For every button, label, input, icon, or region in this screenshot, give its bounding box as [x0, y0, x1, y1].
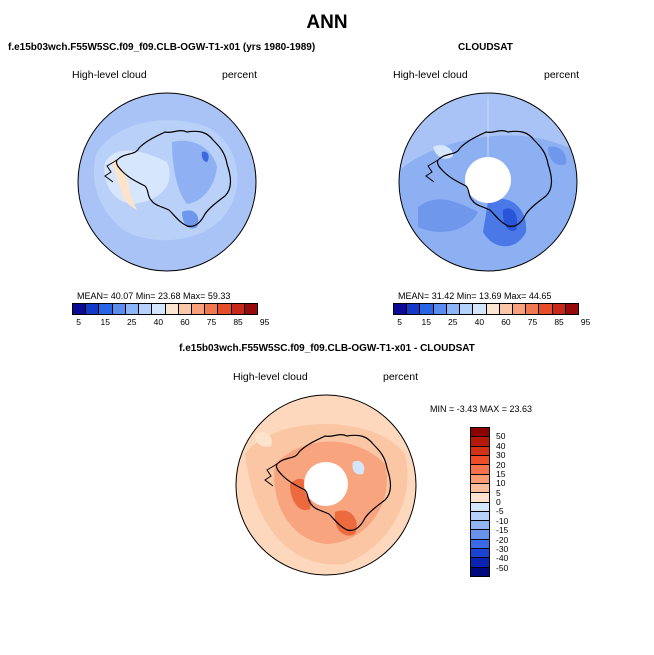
obs-colorbar-label: 40 — [474, 317, 485, 327]
model-colorbar-swatch — [218, 304, 232, 314]
model-colorbar: 5 15 25 40 60 75 85 95 — [72, 303, 269, 327]
diff-colorbar-swatch — [471, 558, 489, 568]
diff-stats: MIN = -3.43 MAX = 23.63 — [430, 404, 533, 414]
diff-colorbar-swatch — [471, 549, 489, 559]
obs-stats: MEAN= 31.42 Min= 13.69 Max= 44.65 — [398, 291, 552, 301]
diff-map — [235, 394, 417, 576]
model-colorbar-swatch — [205, 304, 219, 314]
obs-colorbar-swatch — [565, 304, 579, 314]
diff-colorbar-swatch — [471, 446, 489, 456]
model-map — [77, 92, 257, 272]
model-colorbar-swatch — [244, 304, 258, 314]
diff-colorbar-swatch — [471, 567, 489, 576]
obs-colorbar-label: 25 — [448, 317, 458, 327]
obs-colorbar-label: 85 — [554, 317, 564, 327]
model-panel-header: f.e15b03wch.F55W5SC.f09_f09.CLB-OGW-T1-x… — [8, 42, 316, 53]
model-units-label: percent — [222, 69, 258, 81]
model-colorbar-label: 40 — [153, 317, 164, 327]
diff-colorbar-label: -10 — [496, 515, 509, 526]
obs-colorbar-label: 15 — [421, 317, 431, 327]
model-colorbar-label: 75 — [206, 317, 217, 327]
diff-colorbar-label: -40 — [496, 553, 509, 564]
diff-colorbar-label: -20 — [496, 534, 509, 545]
obs-colorbar-label: 75 — [527, 317, 538, 327]
model-colorbar-swatch — [125, 304, 140, 314]
obs-colorbar-swatch — [420, 304, 434, 314]
model-colorbar-swatch — [139, 304, 153, 314]
obs-variable-label: High-level cloud — [393, 69, 468, 81]
diff-colorbar-swatch — [471, 474, 489, 484]
model-stats: MEAN= 40.07 Min= 23.68 Max= 59.33 — [77, 291, 231, 301]
model-colorbar-swatch — [191, 304, 206, 314]
diff-panel-header: f.e15b03wch.F55W5SC.f09_f09.CLB-OGW-T1-x… — [179, 343, 475, 354]
diff-colorbar-swatch — [471, 428, 489, 438]
diff-colorbar-label: 40 — [496, 440, 506, 451]
diff-colorbar-label: 50 — [496, 431, 506, 442]
diff-units-label: percent — [383, 371, 419, 383]
obs-colorbar-swatch — [460, 304, 474, 314]
obs-colorbar-swatch — [473, 304, 487, 314]
diff-colorbar-label: 10 — [496, 478, 506, 489]
obs-units-label: percent — [544, 69, 580, 81]
model-colorbar-swatch — [165, 304, 179, 314]
obs-colorbar-swatch — [512, 304, 527, 314]
diff-colorbar-swatch — [471, 530, 489, 540]
obs-colorbar-swatch — [539, 304, 553, 314]
diff-colorbar-swatch — [471, 437, 489, 447]
diff-colorbar-label: -30 — [496, 543, 509, 554]
diff-colorbar-swatch — [471, 455, 489, 466]
diff-colorbar-label: 15 — [496, 468, 506, 479]
obs-colorbar-label: 60 — [501, 317, 511, 327]
obs-colorbar-label: 95 — [580, 317, 591, 327]
model-colorbar-label: 60 — [180, 317, 190, 327]
diff-colorbar-label: 0 — [496, 497, 501, 507]
obs-panel-header: CLOUDSAT — [458, 42, 513, 53]
model-colorbar-swatch — [231, 304, 245, 314]
diff-colorbar-label: 30 — [496, 450, 506, 461]
diff-colorbar-label: -5 — [496, 506, 504, 517]
obs-colorbar-swatch — [486, 304, 500, 314]
obs-colorbar-swatch — [526, 304, 540, 314]
diff-colorbar-label: 20 — [496, 459, 506, 470]
page-title: ANN — [306, 12, 348, 33]
model-colorbar-label: 85 — [233, 317, 243, 327]
model-colorbar-swatch — [73, 304, 87, 314]
obs-colorbar: 5 15 25 40 60 75 85 95 — [393, 303, 590, 327]
diff-colorbar-swatch — [471, 483, 489, 494]
diff-colorbar-label: -15 — [496, 525, 509, 536]
obs-colorbar-swatch — [433, 304, 447, 314]
obs-colorbar-swatch — [499, 304, 513, 314]
diff-colorbar-ticks: 50 40 30 20 15 10 5 0 -5 -10 -15 -20 -30 -40 -50 — [496, 427, 536, 577]
model-colorbar-swatch — [99, 304, 113, 314]
obs-colorbar-swatch — [552, 304, 566, 314]
model-colorbar-label: 5 — [76, 317, 82, 327]
diff-colorbar-swatch — [471, 511, 489, 522]
model-variable-label: High-level cloud — [72, 69, 147, 81]
diff-variable-label: High-level cloud — [233, 371, 308, 383]
model-colorbar-swatch — [86, 304, 100, 314]
diff-colorbar-label: 5 — [496, 487, 501, 498]
diff-colorbar — [470, 427, 490, 577]
model-colorbar-label: 15 — [100, 317, 110, 327]
diff-colorbar-swatch — [471, 502, 489, 512]
diff-colorbar-swatch — [471, 521, 489, 531]
model-colorbar-swatch — [112, 304, 126, 314]
model-colorbar-swatch — [152, 304, 166, 314]
obs-colorbar-label: 5 — [397, 317, 403, 327]
obs-colorbar-swatch — [407, 304, 421, 314]
obs-map — [398, 92, 578, 272]
diff-colorbar-swatch — [471, 465, 489, 475]
diff-colorbar-swatch — [471, 493, 489, 503]
obs-colorbar-swatch — [446, 304, 461, 314]
model-colorbar-label: 95 — [259, 317, 270, 327]
obs-colorbar-swatch — [394, 304, 408, 314]
model-colorbar-swatch — [178, 304, 192, 314]
diff-colorbar-swatch — [471, 539, 489, 550]
diff-colorbar-label: -50 — [496, 562, 509, 573]
model-colorbar-label: 25 — [127, 317, 137, 327]
